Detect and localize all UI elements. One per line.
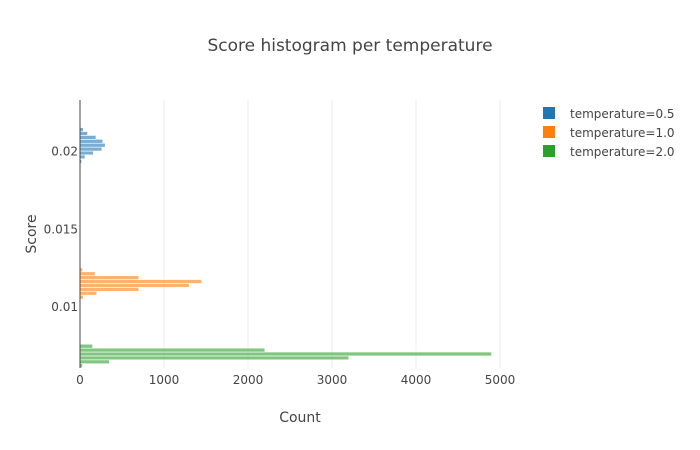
histogram-bar[interactable]: [79, 142, 106, 148]
histogram-bar[interactable]: [79, 279, 203, 284]
histogram-bar[interactable]: [79, 351, 492, 357]
x-tick-label: 3000: [317, 373, 348, 387]
x-tick-label: 4000: [401, 373, 432, 387]
series-1: [79, 267, 203, 300]
legend-swatch: [543, 126, 555, 138]
legend-label: temperature=2.0: [570, 145, 675, 159]
histogram-bar[interactable]: [79, 139, 103, 144]
histogram-bar[interactable]: [79, 146, 103, 152]
legend-label: temperature=1.0: [570, 126, 675, 140]
histogram-bar[interactable]: [79, 355, 350, 361]
series-0: [79, 123, 106, 164]
legend-label: temperature=0.5: [570, 107, 675, 121]
histogram-bar[interactable]: [79, 294, 84, 300]
legend-item[interactable]: temperature=2.0: [543, 145, 675, 159]
histogram-bar[interactable]: [79, 127, 84, 132]
x-tick-label: 5000: [485, 373, 516, 387]
legend[interactable]: temperature=0.5 temperature=1.0 temperatur…: [543, 107, 675, 159]
chart-title: Score histogram per temperature: [207, 36, 492, 56]
plot-area[interactable]: [79, 123, 492, 368]
histogram-bar[interactable]: [79, 271, 96, 276]
histogram-bar[interactable]: [79, 347, 266, 353]
legend-swatch: [543, 145, 555, 157]
x-axis-ticks: 0 1000 2000 3000 4000 5000: [76, 373, 515, 387]
histogram-bar[interactable]: [79, 290, 98, 296]
y-axis-label: Score: [24, 214, 40, 253]
x-tick-label: 1000: [149, 373, 180, 387]
x-axis-label: Count: [279, 410, 321, 426]
histogram-bar[interactable]: [79, 287, 140, 292]
series-2: [79, 343, 492, 368]
histogram-bar[interactable]: [79, 343, 93, 349]
histogram-bar[interactable]: [79, 283, 190, 288]
histogram-bar[interactable]: [79, 131, 88, 136]
y-axis-ticks: 0.01 0.015 0.02: [44, 144, 78, 314]
histogram-bar[interactable]: [79, 135, 97, 140]
legend-item[interactable]: temperature=1.0: [543, 126, 675, 140]
y-tick-label: 0.015: [44, 222, 78, 236]
legend-swatch: [543, 107, 555, 119]
grid-lines: [163, 100, 501, 368]
y-tick-label: 0.02: [51, 144, 78, 158]
x-tick-label: 2000: [233, 373, 264, 387]
histogram-bar[interactable]: [79, 150, 94, 156]
legend-item[interactable]: temperature=0.5: [543, 107, 675, 121]
histogram-bar[interactable]: [79, 275, 140, 280]
histogram-bar[interactable]: [79, 154, 86, 160]
histogram-bar[interactable]: [79, 359, 110, 365]
x-tick-label: 0: [76, 373, 84, 387]
y-tick-label: 0.01: [51, 300, 78, 314]
